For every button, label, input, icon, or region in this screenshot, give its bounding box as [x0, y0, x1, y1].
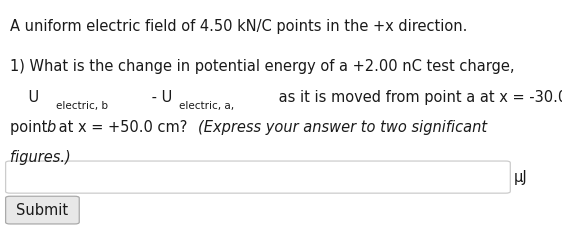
Text: (Express your answer to two significant: (Express your answer to two significant — [198, 120, 487, 135]
Text: U: U — [10, 90, 39, 105]
Text: 1) What is the change in potential energy of a +2.00 nC test charge,: 1) What is the change in potential energ… — [10, 60, 515, 74]
Text: - U: - U — [147, 90, 173, 105]
Text: electric, b: electric, b — [56, 101, 108, 111]
Text: b: b — [47, 120, 56, 135]
Text: point: point — [10, 120, 52, 135]
FancyBboxPatch shape — [6, 196, 79, 224]
Text: electric, a,: electric, a, — [179, 101, 234, 111]
Text: μJ: μJ — [514, 170, 528, 184]
Text: at x = +50.0 cm?: at x = +50.0 cm? — [54, 120, 192, 135]
Text: Submit: Submit — [16, 202, 69, 218]
FancyBboxPatch shape — [6, 161, 510, 193]
Text: as it is moved from point a at x = -30.0 cm to: as it is moved from point a at x = -30.0… — [274, 90, 562, 105]
Text: figures.): figures.) — [10, 150, 71, 164]
Text: A uniform electric field of 4.50 kN/C points in the +x direction.: A uniform electric field of 4.50 kN/C po… — [10, 19, 468, 34]
